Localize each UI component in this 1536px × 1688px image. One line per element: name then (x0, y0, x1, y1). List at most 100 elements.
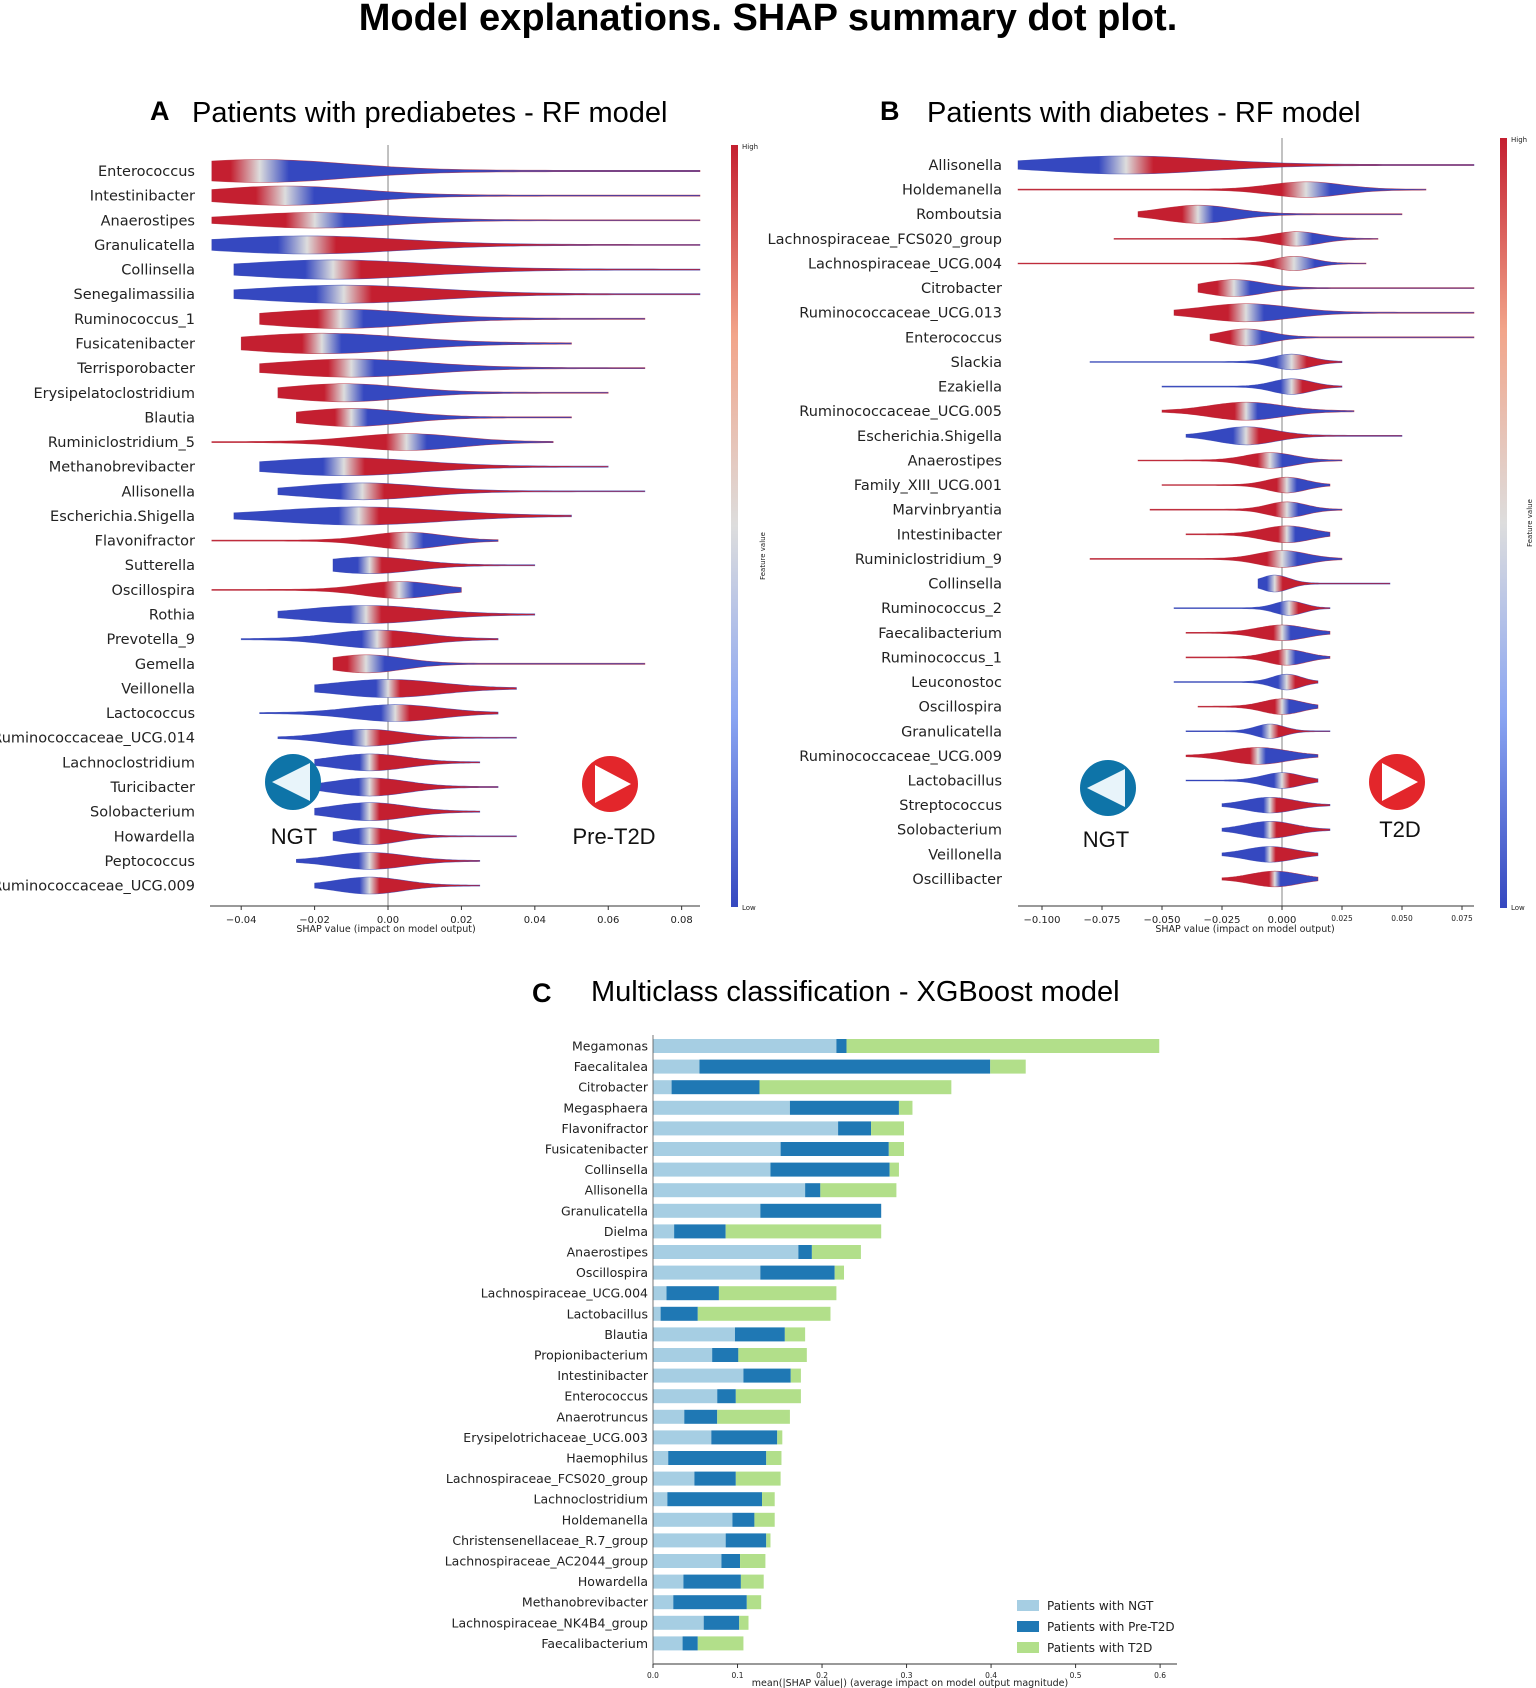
bar-pre-t2d-blautia (734, 1327, 785, 1342)
bar-pre-t2d-lachnospiraceae-nk4b4-group (703, 1615, 740, 1630)
violin-solobacterium (314, 802, 481, 821)
feature-label: Veillonella (928, 847, 1002, 863)
violin-veillonella (314, 679, 517, 698)
category-label: Lactobacillus (567, 1306, 648, 1321)
violin-escherichia-shigella (233, 506, 572, 526)
category-label: Lachnospiraceae_UCG.004 (481, 1286, 648, 1301)
violin-oscillospira (211, 581, 462, 599)
violin-ruminococcus-1 (1185, 649, 1331, 666)
bar-ngt-lactobacillus (653, 1306, 661, 1321)
bar-t2d-holdemanella (754, 1512, 775, 1527)
feature-label: Family_XIII_UCG.001 (854, 478, 1002, 494)
feature-label: Sutterella (125, 558, 195, 574)
panel-b-colorbar-high: High (1511, 136, 1527, 144)
bar-t2d-lachnospiraceae-nk4b4-group (739, 1615, 749, 1630)
panel-b-colorbar-gradient (1500, 138, 1507, 908)
violin-escherichia-shigella (1185, 426, 1403, 446)
bar-ngt-dielma (653, 1224, 675, 1239)
category-label: Lachnospiraceae_AC2044_group (445, 1554, 648, 1569)
panel-a-colorbar-label: Feature value (759, 532, 767, 580)
feature-label: Leuconostoc (911, 675, 1002, 691)
violin-granulicatella (1185, 723, 1331, 739)
violin-ruminococcaceae-ucg-013 (1173, 303, 1475, 323)
category-label: Blautia (604, 1327, 648, 1342)
bar-ngt-lachnospiraceae-fcs020-group (653, 1471, 695, 1486)
panel-a-x-axis: −0.04 −0.02 0.00 0.02 0.04 0.06 0.08 (210, 905, 700, 926)
x-tick-label: 0.1 (732, 1671, 744, 1680)
violin-veillonella (1221, 846, 1319, 863)
legend-label-pre-t2d: Patients with Pre-T2D (1047, 1620, 1175, 1634)
violin-senegalimassilia (233, 284, 701, 304)
legend-swatch-ngt (1017, 1600, 1039, 1611)
violin-enterococcus (1209, 328, 1475, 347)
x-tick-label: 0.02 (450, 915, 472, 926)
panel-a-colorbar: High Low Feature value (731, 143, 767, 912)
bar-pre-t2d-christensenellaceae-r-7-group (725, 1533, 767, 1548)
category-label: Methanobrevibacter (522, 1595, 649, 1610)
bar-pre-t2d-megasphaera (789, 1100, 899, 1115)
panel-a-colorbar-high: High (742, 143, 758, 151)
feature-label: Intestinibacter (897, 527, 1002, 543)
bar-t2d-lactobacillus (697, 1306, 831, 1321)
feature-label: Ruminococcaceae_UCG.014 (0, 731, 195, 747)
panel-c-x-axis: 0.0 0.1 0.2 0.3 0.4 0.5 0.6 (647, 1035, 1177, 1680)
violin-solobacterium (1221, 821, 1331, 839)
x-tick-label: 0.04 (524, 915, 546, 926)
feature-label: Collinsella (121, 263, 195, 279)
violin-terrisporobacter (259, 358, 646, 378)
violin-intestinibacter (211, 185, 701, 206)
feature-label: Escherichia.Shigella (50, 509, 195, 525)
violin-granulicatella (211, 235, 701, 255)
category-label: Anaerostipes (567, 1245, 648, 1260)
panel-b-colorbar: High Low Feature value (1500, 136, 1534, 912)
x-tick-label: 0.050 (1391, 914, 1413, 923)
panel-a-x-axis-label: SHAP value (impact on model output) (296, 924, 475, 935)
bar-ngt-lachnoclostridium (653, 1492, 668, 1507)
bar-pre-t2d-allisonella (805, 1183, 821, 1198)
violin-methanobrevibacter (259, 457, 609, 476)
feature-label: Anaerostipes (101, 213, 195, 229)
violin-ruminiclostridium-5 (211, 433, 554, 451)
bar-t2d-fusicatenibacter (888, 1142, 905, 1156)
bar-ngt-megamonas (653, 1039, 837, 1053)
bar-pre-t2d-methanobrevibacter (673, 1595, 747, 1610)
violin-ruminococcus-1 (259, 308, 646, 329)
panel-b-ngt-marker: NGT (1080, 760, 1136, 852)
bar-ngt-oscillospira (653, 1265, 761, 1280)
bar-pre-t2d-propionibacterium (712, 1348, 739, 1362)
bar-t2d-howardella (740, 1574, 764, 1589)
category-label: Erysipelotrichaceae_UCG.003 (463, 1430, 648, 1445)
bar-pre-t2d-lachnospiraceae-ucg-004 (666, 1286, 719, 1301)
bar-ngt-anaerotruncus (653, 1409, 685, 1424)
x-tick-label: 0.3 (901, 1671, 913, 1680)
violin-ruminococcaceae-ucg-009 (314, 876, 481, 895)
feature-label: Allisonella (122, 484, 195, 500)
violin-erysipelatoclostridium (277, 383, 609, 403)
x-tick-label: 0.0 (647, 1671, 659, 1680)
feature-label: Fusicatenibacter (75, 336, 195, 352)
feature-label: Granulicatella (901, 724, 1002, 740)
panel-c-bars (653, 1039, 1160, 1651)
violin-citrobacter (1197, 279, 1475, 297)
category-label: Flavonifractor (561, 1121, 648, 1136)
bar-pre-t2d-anaerostipes (798, 1245, 812, 1259)
legend-label-ngt: Patients with NGT (1047, 1599, 1154, 1613)
category-label: Faecalibacterium (541, 1636, 648, 1651)
panel-c-legend: Patients with NGT Patients with Pre-T2D … (1017, 1599, 1175, 1655)
feature-label: Oscillospira (918, 700, 1002, 716)
feature-label: Gemella (135, 657, 195, 673)
legend-swatch-t2d (1017, 1642, 1039, 1653)
bar-pre-t2d-haemophilus (668, 1451, 767, 1465)
panel-a-right-class: Pre-T2D (572, 824, 655, 849)
panel-b-x-axis-label: SHAP value (impact on model output) (1155, 924, 1334, 935)
category-label: Anaerotruncus (556, 1409, 648, 1424)
category-label: Haemophilus (566, 1451, 648, 1466)
bar-pre-t2d-faecalibacterium (682, 1636, 698, 1651)
bar-t2d-allisonella (820, 1183, 897, 1198)
feature-label: Rothia (149, 608, 195, 624)
bar-t2d-lachnoclostridium (762, 1492, 775, 1507)
bar-pre-t2d-fusicatenibacter (780, 1142, 889, 1156)
bar-pre-t2d-howardella (683, 1574, 741, 1589)
violin-peptococcus (296, 852, 481, 870)
feature-label: Streptococcus (899, 798, 1002, 814)
